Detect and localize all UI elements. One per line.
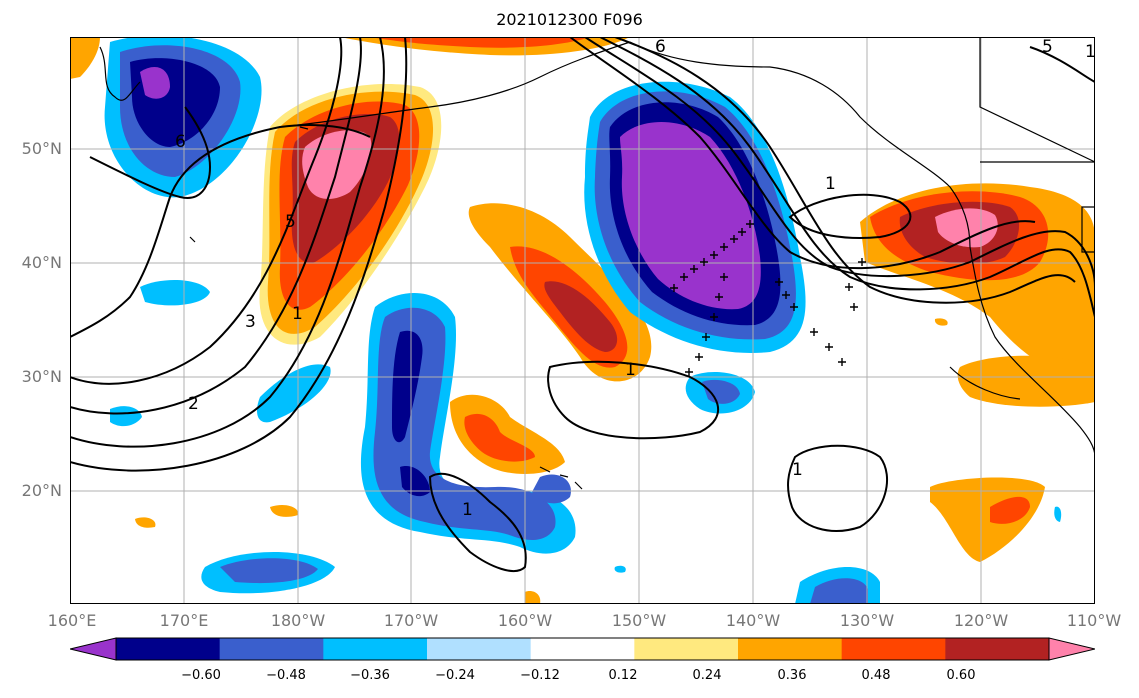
- colorbar-tick-label: −0.60: [181, 668, 221, 683]
- colorbar-segment: [427, 638, 532, 660]
- contour-label: 1: [1085, 42, 1095, 62]
- colorbar-segment: [323, 638, 428, 660]
- colorbar-segment: [116, 638, 221, 660]
- colorbar-segment: [219, 638, 324, 660]
- colorbar-segment: [738, 638, 843, 660]
- colorbar-tick-label: −0.36: [350, 668, 390, 683]
- colorbar-tick-label: 0.60: [946, 668, 976, 683]
- lon-label-130w: 130°W: [839, 611, 895, 630]
- contour-label: 2: [188, 394, 199, 414]
- contour-label: 6: [175, 132, 186, 152]
- lon-label-150w: 150°W: [611, 611, 667, 630]
- contour-label: 5: [285, 212, 296, 232]
- colorbar-segment: [634, 638, 739, 660]
- lon-label-120w: 120°W: [953, 611, 1009, 630]
- lat-label-20n: 20°N: [21, 481, 62, 500]
- lon-label-160e: 160°E: [47, 611, 97, 630]
- contour-label: 1: [462, 500, 473, 520]
- contour-label: 3: [245, 312, 256, 332]
- colorbar-tick-label: 0.12: [608, 668, 638, 683]
- contour-label-group: 6 6 5 5 3 1 2 1 1 1 1 1: [175, 37, 1095, 520]
- lon-label-160w: 160°W: [497, 611, 553, 630]
- lat-label-40n: 40°N: [21, 253, 62, 272]
- colorbar-segments: [70, 637, 1095, 661]
- contour-label: 1: [625, 360, 636, 380]
- contour-label: 1: [292, 304, 303, 324]
- lon-label-170w: 170°W: [383, 611, 439, 630]
- contour-label: 1: [792, 460, 803, 480]
- colorbar-tick-label: −0.24: [435, 668, 475, 683]
- lon-label-170e: 170°E: [159, 611, 209, 630]
- coastlines: [99, 37, 1095, 490]
- colorbar-tick-label: −0.12: [520, 668, 560, 683]
- contour-lines: [70, 37, 1095, 572]
- lat-label-50n: 50°N: [21, 139, 62, 158]
- colorbar-segment: [841, 638, 946, 660]
- colorbar-tick-label: −0.48: [266, 668, 306, 683]
- contour-label: 5: [1042, 37, 1053, 57]
- lat-lon-gridlines: [70, 37, 1095, 604]
- colorbar-tick-label: 0.24: [692, 668, 722, 683]
- colorbar-tick-label: 0.48: [861, 668, 891, 683]
- significance-markers: [670, 220, 866, 376]
- colorbar-segment: [945, 638, 1050, 660]
- colorbar-tick-label: 0.36: [777, 668, 807, 683]
- colorbar-segment: [530, 638, 635, 660]
- contour-label: 1: [825, 174, 836, 194]
- contour-label: 6: [655, 37, 666, 57]
- colorbar: [70, 637, 1095, 661]
- colorbar-extend-high: [1048, 637, 1095, 661]
- lon-label-110w: 110°W: [1066, 611, 1122, 630]
- lon-label-140w: 140°W: [725, 611, 781, 630]
- colorbar-extend-low: [70, 637, 117, 661]
- map-panel: 6 6 5 5 3 1 2 1 1 1 1 1: [70, 37, 1095, 604]
- lat-label-30n: 30°N: [21, 367, 62, 386]
- map-title: 2021012300 F096: [496, 10, 643, 29]
- lon-label-180w: 180°W: [270, 611, 326, 630]
